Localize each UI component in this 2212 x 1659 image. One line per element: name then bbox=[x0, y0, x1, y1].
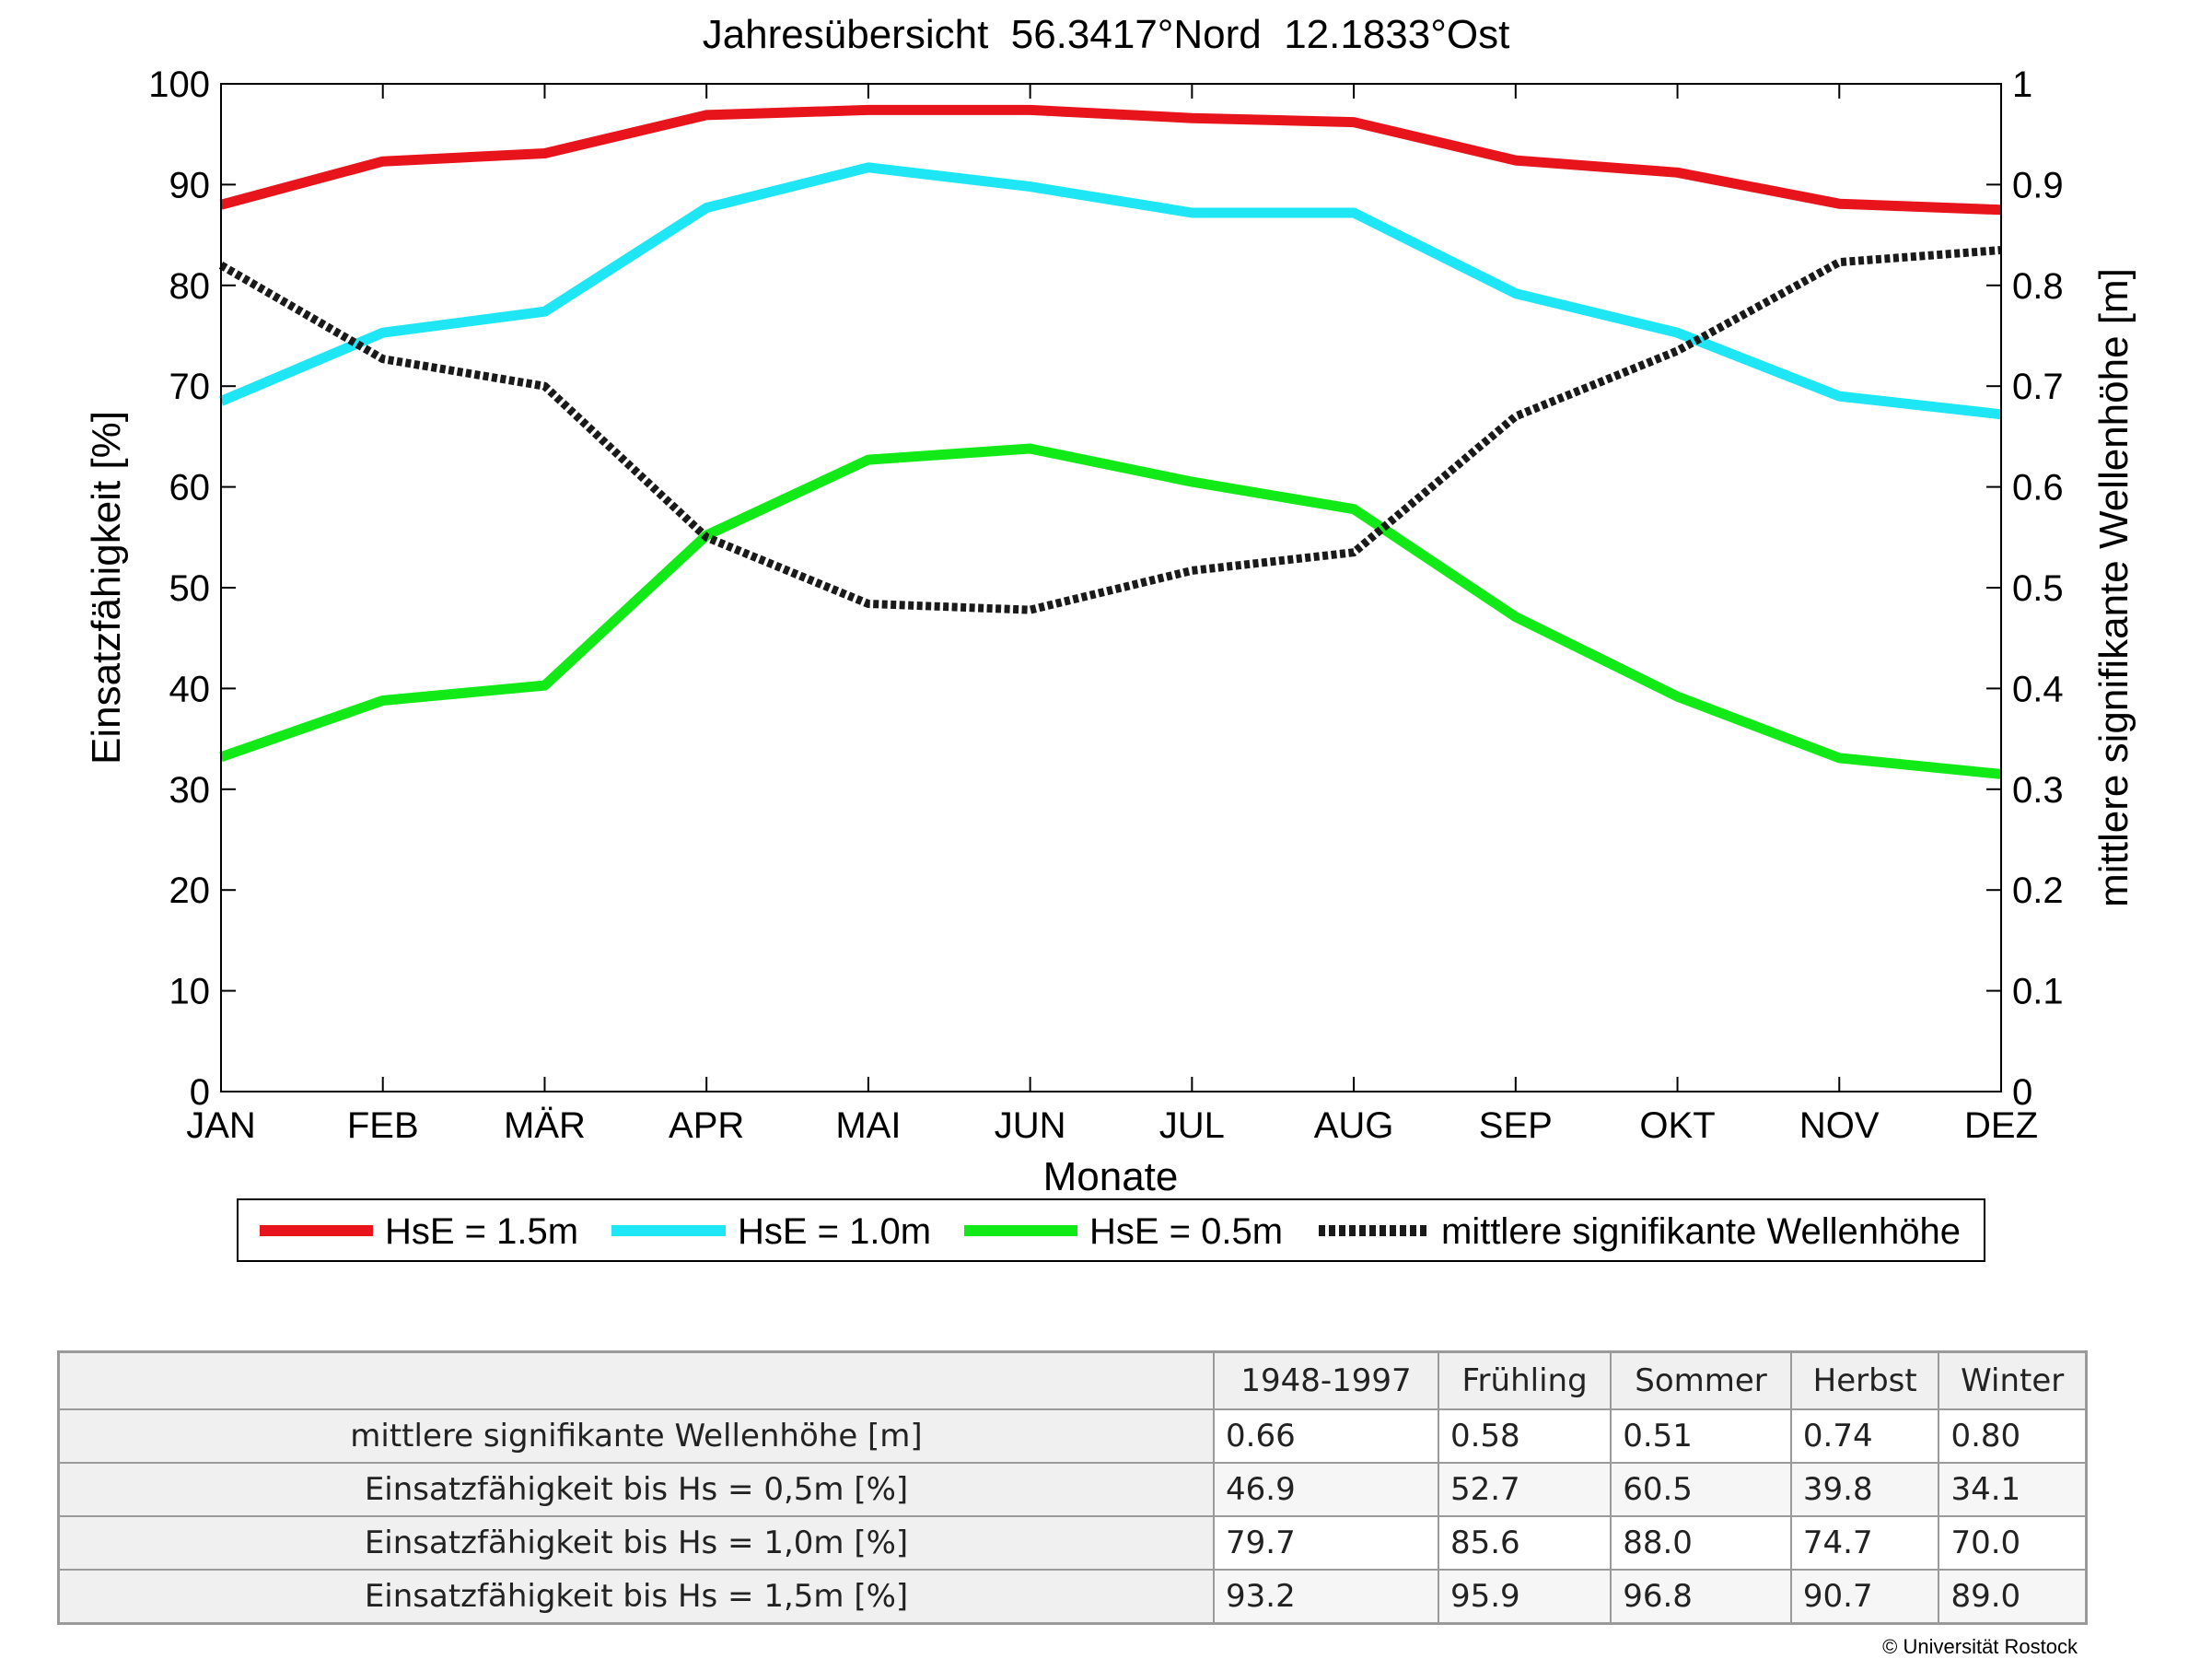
table-cell: 0.66 bbox=[1213, 1408, 1439, 1464]
y-tick-label-right: 1 bbox=[2012, 64, 2032, 105]
legend-label-hse-1-0: HsE = 1.0m bbox=[738, 1211, 931, 1252]
series-line-hse-1-0m bbox=[218, 162, 2002, 420]
table-cell: 39.8 bbox=[1789, 1462, 1940, 1517]
x-tick-label: JAN bbox=[186, 1105, 256, 1146]
x-tick-label: APR bbox=[669, 1105, 744, 1146]
x-tick-label: MÄR bbox=[504, 1105, 586, 1146]
y-tick-label-left: 60 bbox=[169, 468, 211, 508]
table-row: Einsatzfähigkeit bis Hs = 0,5m [%] 46.9 … bbox=[57, 1462, 2088, 1517]
table-cell: 0.51 bbox=[1610, 1408, 1792, 1464]
table-cell: 89.0 bbox=[1938, 1569, 2088, 1625]
table-row: mittlere signifikante Wellenhöhe [m] 0.6… bbox=[57, 1408, 2088, 1464]
table-cell: 0.80 bbox=[1938, 1408, 2088, 1464]
y-tick-label-left: 70 bbox=[169, 367, 211, 407]
y-tick-label-left: 10 bbox=[169, 972, 211, 1012]
row-label: mittlere signifikante Wellenhöhe [m] bbox=[57, 1408, 1215, 1464]
y-tick-label-left: 20 bbox=[169, 870, 211, 911]
legend: HsE = 1.5m HsE = 1.0m HsE = 0.5m mittler… bbox=[237, 1198, 1985, 1262]
column-header: Herbst bbox=[1789, 1350, 1940, 1410]
row-label: Einsatzfähigkeit bis Hs = 1,0m [%] bbox=[57, 1515, 1215, 1571]
table-cell: 0.74 bbox=[1789, 1408, 1940, 1464]
table-cell: 0.58 bbox=[1437, 1408, 1612, 1464]
y-axis-left-label: Einsatzfähigkeit [%] bbox=[84, 411, 129, 765]
table-cell: 52.7 bbox=[1437, 1462, 1612, 1517]
copyright-notice: © Universität Rostock bbox=[1882, 1635, 2078, 1658]
y-tick-label-right: 0.9 bbox=[2012, 165, 2064, 205]
y-tick-label-right: 0 bbox=[2012, 1072, 2032, 1113]
table-header-row: 1948-1997 Frühling Sommer Herbst Winter bbox=[57, 1350, 2088, 1410]
table-cell: 70.0 bbox=[1938, 1515, 2088, 1571]
y-tick-label-left: 40 bbox=[169, 669, 211, 709]
legend-label-mean-wave-height: mittlere signifikante Wellenhöhe bbox=[1441, 1211, 1961, 1252]
y-tick-label-left: 80 bbox=[169, 266, 211, 307]
table-cell: 90.7 bbox=[1789, 1569, 1940, 1625]
x-tick-label: JUN bbox=[995, 1105, 1066, 1146]
table-cell: 95.9 bbox=[1437, 1569, 1612, 1625]
y-tick-label-left: 0 bbox=[190, 1072, 210, 1113]
x-tick-label: NOV bbox=[1799, 1105, 1880, 1146]
y-tick-label-right: 0.5 bbox=[2012, 568, 2064, 609]
y-axis-right-tick-labels: 0 0.1 0.2 0.3 0.4 0.5 0.6 0.7 0.8 0.9 1 bbox=[2012, 64, 2064, 1113]
table-row: Einsatzfähigkeit bis Hs = 1,5m [%] 93.2 … bbox=[57, 1569, 2088, 1625]
table-cell: 60.5 bbox=[1610, 1462, 1792, 1517]
series-line-hse-0-5m bbox=[219, 443, 2002, 779]
column-header: Frühling bbox=[1437, 1350, 1612, 1410]
table-cell: 34.1 bbox=[1938, 1462, 2088, 1517]
table-cell: 74.7 bbox=[1789, 1515, 1940, 1571]
table-cell: 96.8 bbox=[1610, 1569, 1792, 1625]
legend-label-hse-1-5: HsE = 1.5m bbox=[385, 1211, 578, 1252]
y-tick-label-right: 0.2 bbox=[2012, 870, 2064, 911]
stats-table: 1948-1997 Frühling Sommer Herbst Winter … bbox=[57, 1350, 2088, 1625]
x-tick-label: FEB bbox=[347, 1105, 419, 1146]
legend-box bbox=[237, 1198, 1985, 1262]
x-axis-label: Monate bbox=[1043, 1154, 1179, 1199]
series-line-hse-1-5m bbox=[219, 104, 2002, 216]
table-row: Einsatzfähigkeit bis Hs = 1,0m [%] 79.7 … bbox=[57, 1515, 2088, 1571]
row-label: Einsatzfähigkeit bis Hs = 0,5m [%] bbox=[57, 1462, 1215, 1517]
y-tick-label-right: 0.6 bbox=[2012, 468, 2064, 508]
table-cell: 88.0 bbox=[1610, 1515, 1792, 1571]
x-tick-label: MAI bbox=[835, 1105, 901, 1146]
y-tick-label-right: 0.8 bbox=[2012, 266, 2064, 307]
y-tick-label-right: 0.1 bbox=[2012, 972, 2064, 1012]
table-cell: 79.7 bbox=[1213, 1515, 1439, 1571]
y-tick-label-left: 30 bbox=[169, 770, 211, 811]
x-axis-tick-labels: JAN FEB MÄR APR MAI JUN JUL AUG SEP OKT NOV DEZ bbox=[186, 1105, 2038, 1146]
table-cell: 93.2 bbox=[1213, 1569, 1439, 1625]
row-label: Einsatzfähigkeit bis Hs = 1,5m [%] bbox=[57, 1569, 1215, 1625]
column-header: Sommer bbox=[1610, 1350, 1792, 1410]
x-tick-label: AUG bbox=[1314, 1105, 1394, 1146]
y-tick-label-left: 50 bbox=[169, 568, 211, 609]
table-cell: 85.6 bbox=[1437, 1515, 1612, 1571]
axis-ticks bbox=[220, 83, 2002, 1092]
y-tick-label-left: 90 bbox=[169, 165, 211, 205]
y-axis-right-label: mittlere signifikante Wellenhöhe [m] bbox=[2091, 268, 2136, 907]
x-tick-label: OKT bbox=[1639, 1105, 1715, 1146]
series-lines bbox=[218, 104, 2002, 779]
y-tick-label-right: 0.7 bbox=[2012, 367, 2064, 407]
chart-title: Jahresübersicht 56.3417°Nord 12.1833°Ost bbox=[703, 12, 1510, 57]
x-tick-label: SEP bbox=[1479, 1105, 1553, 1146]
table-cell: 46.9 bbox=[1213, 1462, 1439, 1517]
y-tick-label-left: 100 bbox=[148, 64, 210, 105]
y-tick-label-right: 0.4 bbox=[2012, 669, 2064, 709]
column-header: Winter bbox=[1938, 1350, 2088, 1410]
column-header: 1948-1997 bbox=[1213, 1350, 1439, 1410]
series-line-mittlere-signifikante-wellenh-he bbox=[218, 246, 2002, 614]
y-axis-left-tick-labels: 0 10 20 30 40 50 60 70 80 90 100 bbox=[148, 64, 210, 1113]
x-tick-label: DEZ bbox=[1964, 1105, 2038, 1146]
y-tick-label-right: 0.3 bbox=[2012, 770, 2064, 811]
table-corner-cell bbox=[57, 1350, 1215, 1410]
legend-label-hse-0-5: HsE = 0.5m bbox=[1089, 1211, 1283, 1252]
x-tick-label: JUL bbox=[1159, 1105, 1225, 1146]
